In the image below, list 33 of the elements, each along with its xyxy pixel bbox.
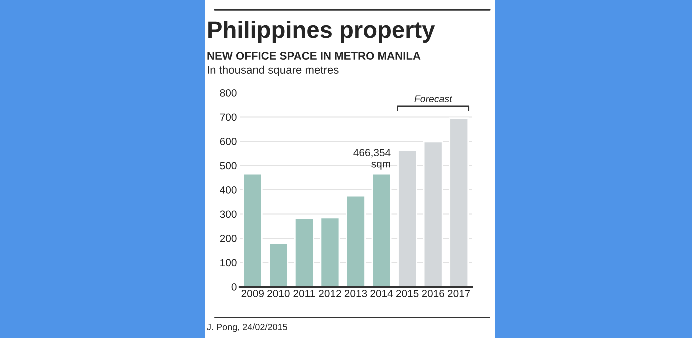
- y-tick-label: 200: [220, 235, 237, 242]
- x-tick-label: 2009: [242, 290, 264, 298]
- y-axis-title: In thousand square metres: [208, 66, 339, 76]
- y-tick-label: 700: [220, 114, 237, 122]
- text: J. Pong, 24/02/2015: [207, 324, 288, 332]
- x-tick-label: 2017: [448, 290, 470, 298]
- x-tick-label: 2016: [422, 290, 444, 298]
- bar: [268, 242, 289, 287]
- bar: [449, 118, 470, 287]
- y-tick-label: 600: [220, 138, 237, 146]
- y-tick-label: 100: [220, 259, 237, 267]
- bar: [242, 173, 263, 287]
- x-tick-label: 2014: [370, 290, 394, 298]
- y-tick-label: 800: [220, 90, 237, 97]
- x-tick-label: 2013: [344, 290, 368, 298]
- annotation: Forecast: [414, 96, 453, 102]
- x-tick-label: 2011: [294, 290, 316, 298]
- chart-subtitle: NEW OFFICE SPACE IN METRO MANILA: [208, 52, 421, 60]
- x-tick-label: 2010: [268, 290, 290, 298]
- bar: [398, 150, 418, 287]
- annotation: 466,354 sqm: [354, 149, 391, 170]
- bar: [346, 195, 366, 287]
- x-tick-label: 2012: [319, 290, 342, 298]
- chart-title: Philippines property: [208, 20, 436, 44]
- bar: [320, 217, 340, 287]
- bar: [372, 173, 392, 287]
- bar: [294, 218, 314, 287]
- y-tick-label: 300: [220, 210, 237, 218]
- bar: [423, 141, 444, 287]
- y-tick-label: 400: [220, 186, 237, 194]
- x-tick-label: 2015: [396, 290, 419, 298]
- y-tick-label: 0: [232, 284, 237, 291]
- y-tick-label: 500: [220, 162, 237, 170]
